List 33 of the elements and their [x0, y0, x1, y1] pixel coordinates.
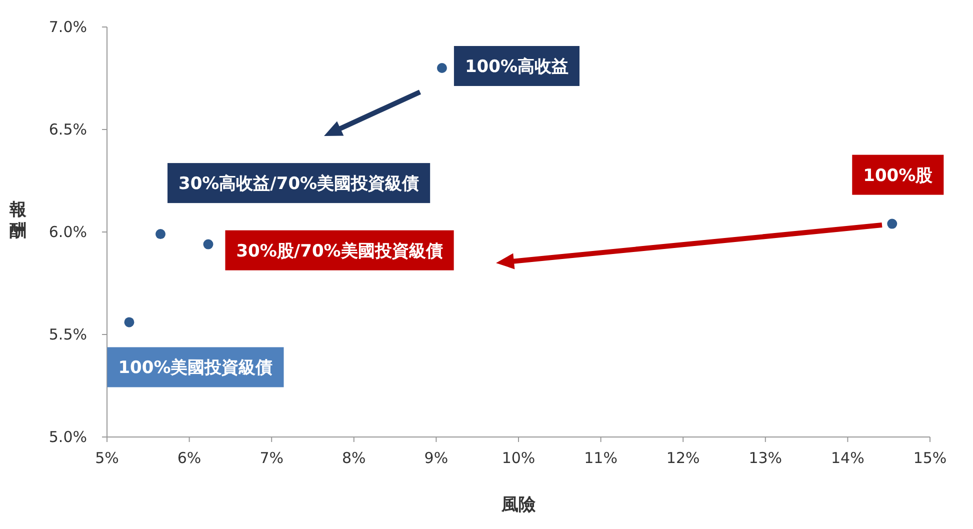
annotation: 30%股/70%美國投資級債: [225, 230, 454, 270]
x-tick-label: 14%: [831, 449, 864, 467]
point: [124, 317, 134, 328]
point: [887, 218, 898, 229]
x-tick-label: 15%: [913, 449, 947, 467]
x-tick-label: 13%: [748, 449, 782, 467]
annotation: 100%美國投資級債: [107, 347, 284, 388]
annotation: 100%美國投資級債: [118, 358, 273, 378]
x-tick-label: 9%: [424, 449, 448, 467]
annotation: 30%高收益/70%美國投資級債: [178, 174, 420, 194]
annotation: 100%股: [852, 154, 944, 195]
annotation: 30%高收益/70%美國投資級債: [168, 163, 430, 204]
y-tick-label: 6.5%: [48, 120, 87, 138]
x-tick-label: 11%: [584, 449, 618, 467]
y-tick-label: 7.0%: [48, 18, 87, 36]
x-tick-label: 5%: [95, 449, 119, 467]
y-tick-label: 5.0%: [48, 428, 87, 446]
point: [436, 63, 447, 73]
x-tick-label: 7%: [260, 449, 284, 467]
annotation: 100%高收益: [454, 46, 580, 86]
y-tick-label: 5.5%: [48, 326, 87, 344]
annotation: 30%股/70%美國投資級債: [236, 241, 443, 262]
x-tick-label: 6%: [177, 449, 202, 467]
x-axis-title: 風險: [500, 495, 536, 515]
y-tick-label: 6.0%: [48, 223, 87, 241]
x-tick-label: 8%: [342, 449, 366, 467]
x-tick-label: 12%: [666, 449, 700, 467]
point: [203, 239, 214, 250]
annotation: 100%高收益: [464, 57, 568, 77]
x-tick-label: 10%: [502, 449, 536, 467]
point: [155, 229, 166, 240]
y-axis-title: 報酬: [8, 200, 28, 241]
annotation: 100%股: [863, 166, 934, 186]
